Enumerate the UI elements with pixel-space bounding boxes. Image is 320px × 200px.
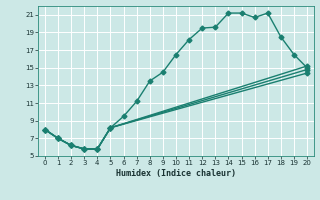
- X-axis label: Humidex (Indice chaleur): Humidex (Indice chaleur): [116, 169, 236, 178]
